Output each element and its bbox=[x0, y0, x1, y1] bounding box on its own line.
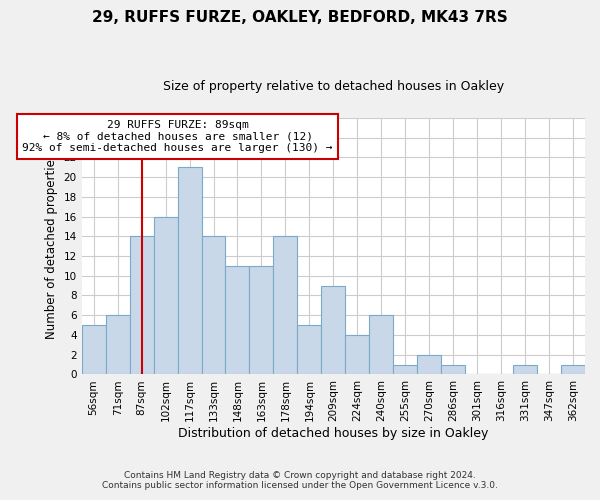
Bar bbox=[106, 315, 130, 374]
Title: Size of property relative to detached houses in Oakley: Size of property relative to detached ho… bbox=[163, 80, 504, 93]
Text: 29 RUFFS FURZE: 89sqm
← 8% of detached houses are smaller (12)
92% of semi-detac: 29 RUFFS FURZE: 89sqm ← 8% of detached h… bbox=[22, 120, 333, 153]
Bar bbox=[441, 364, 465, 374]
Bar bbox=[417, 354, 441, 374]
Bar bbox=[298, 325, 322, 374]
Bar bbox=[274, 236, 298, 374]
Bar bbox=[561, 364, 585, 374]
Text: 29, RUFFS FURZE, OAKLEY, BEDFORD, MK43 7RS: 29, RUFFS FURZE, OAKLEY, BEDFORD, MK43 7… bbox=[92, 10, 508, 25]
Bar bbox=[202, 236, 226, 374]
Bar bbox=[154, 216, 178, 374]
Bar bbox=[130, 236, 154, 374]
Text: Contains HM Land Registry data © Crown copyright and database right 2024.
Contai: Contains HM Land Registry data © Crown c… bbox=[102, 470, 498, 490]
Bar bbox=[178, 167, 202, 374]
Y-axis label: Number of detached properties: Number of detached properties bbox=[45, 153, 58, 339]
Bar bbox=[393, 364, 417, 374]
X-axis label: Distribution of detached houses by size in Oakley: Distribution of detached houses by size … bbox=[178, 427, 488, 440]
Bar bbox=[513, 364, 537, 374]
Bar bbox=[250, 266, 274, 374]
Bar bbox=[82, 325, 106, 374]
Bar bbox=[369, 315, 393, 374]
Bar bbox=[346, 335, 369, 374]
Bar bbox=[226, 266, 250, 374]
Bar bbox=[322, 286, 346, 374]
